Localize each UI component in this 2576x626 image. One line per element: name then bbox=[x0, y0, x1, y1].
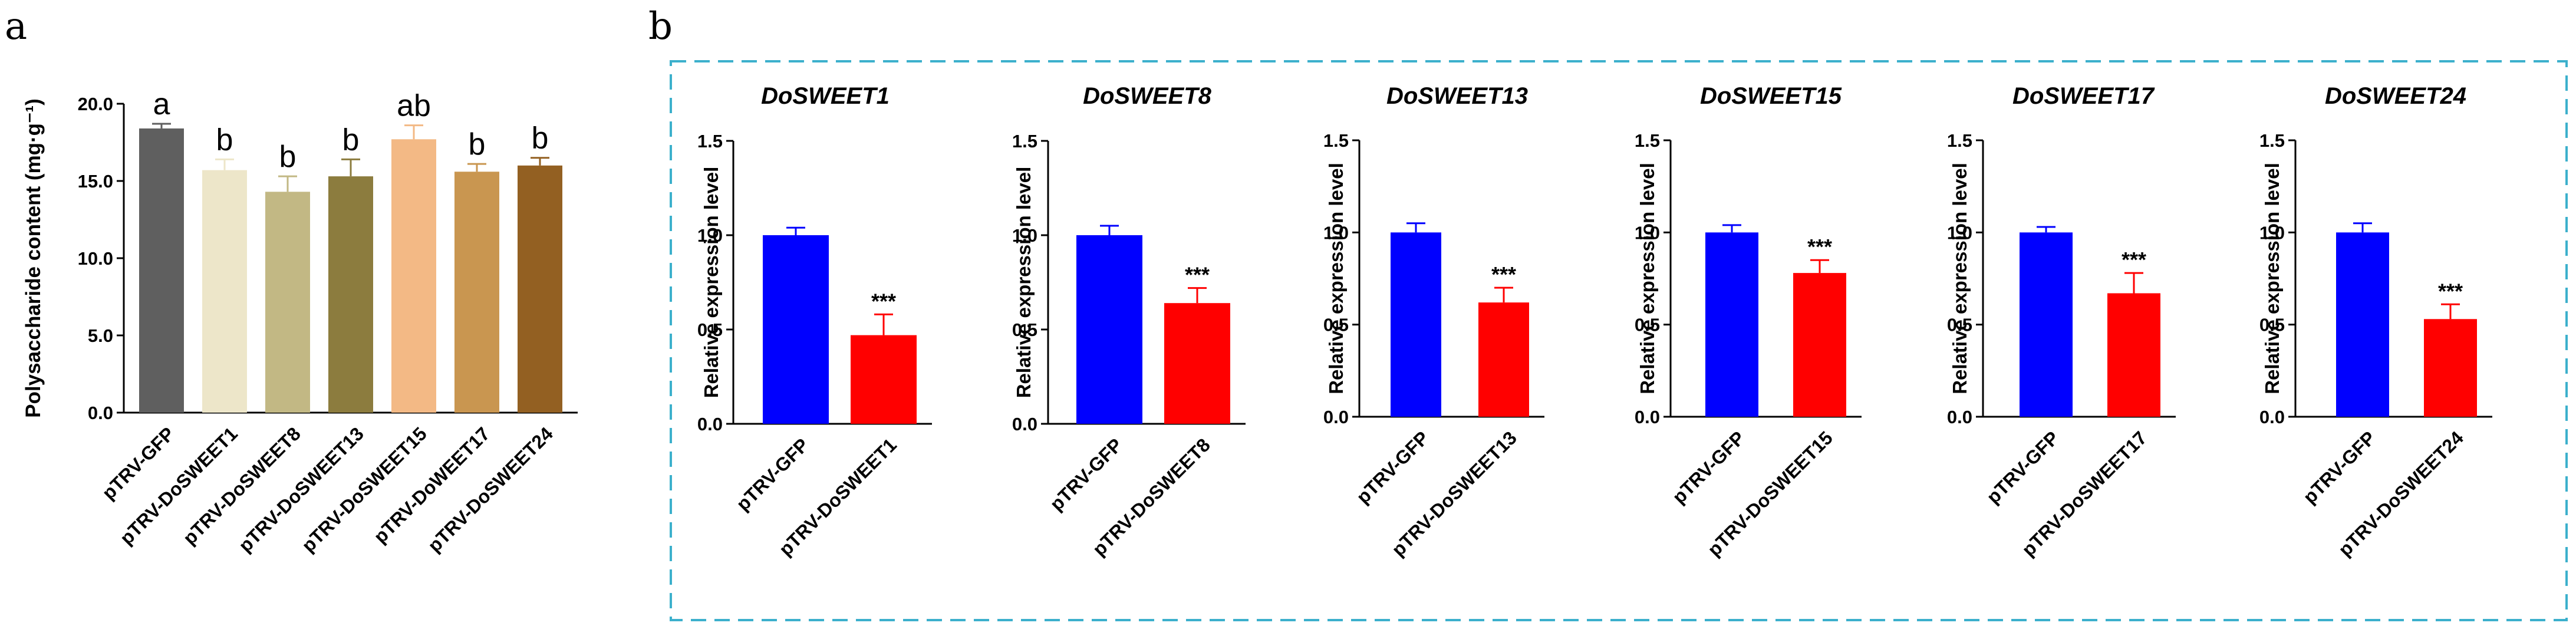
x-category-label: pTRV-DoSWEET15 bbox=[298, 423, 431, 556]
significance-letter: ab bbox=[397, 89, 431, 123]
bar bbox=[1164, 303, 1230, 424]
significance-stars: *** bbox=[1185, 263, 1210, 287]
significance-letter: b bbox=[216, 123, 233, 157]
significance-letter: a bbox=[153, 87, 170, 121]
bar bbox=[328, 176, 373, 413]
bar bbox=[1793, 273, 1846, 417]
x-category-label: pTRV-GFP bbox=[732, 434, 813, 515]
y-tick-label: 1.5 bbox=[1635, 130, 1660, 151]
x-category-label: pTRV-DoSWEET13 bbox=[235, 423, 368, 556]
x-category-label: pTRV-DoSWEET24 bbox=[424, 423, 557, 556]
significance-stars: *** bbox=[871, 289, 896, 313]
y-axis-title: Relative expression level bbox=[1325, 163, 1347, 394]
bar bbox=[2336, 232, 2389, 417]
bar bbox=[2020, 232, 2073, 417]
y-tick-label: 1.0 bbox=[1947, 222, 1972, 243]
y-tick-label: 1.5 bbox=[1947, 130, 1972, 151]
bar bbox=[518, 165, 562, 413]
y-tick-label: 0.0 bbox=[697, 414, 723, 434]
y-tick-label: 0.5 bbox=[2259, 315, 2285, 335]
bar bbox=[851, 335, 917, 424]
chart-title: DoSWEET8 bbox=[1083, 83, 1212, 109]
y-tick-label: 10.0 bbox=[78, 248, 113, 269]
x-category-label: pTRV-GFP bbox=[1352, 427, 1433, 508]
significance-stars: *** bbox=[1807, 235, 1832, 259]
bar bbox=[391, 139, 436, 413]
y-tick-label: 20.0 bbox=[78, 94, 113, 114]
panel-label-b: b bbox=[648, 5, 673, 48]
y-axis-title: Relative expression level bbox=[1013, 167, 1035, 398]
x-category-label: pTRV-GFP bbox=[1046, 434, 1126, 515]
x-category-label: pTRV-DoSWEET1 bbox=[116, 423, 242, 549]
significance-stars: *** bbox=[2122, 248, 2146, 272]
significance-stars: *** bbox=[1491, 262, 1516, 286]
y-tick-label: 0.5 bbox=[1635, 315, 1660, 335]
y-tick-label: 1.0 bbox=[1323, 222, 1349, 243]
x-category-label: pTRV-GFP bbox=[1982, 427, 2063, 508]
y-tick-label: 1.0 bbox=[1635, 222, 1660, 243]
y-tick-label: 0.5 bbox=[1323, 315, 1349, 335]
y-tick-label: 1.0 bbox=[1012, 225, 1037, 246]
y-tick-label: 0.5 bbox=[1947, 315, 1972, 335]
chart-title: DoSWEET15 bbox=[1700, 83, 1842, 109]
y-tick-label: 1.0 bbox=[697, 225, 723, 246]
y-axis-title: Relative expression level bbox=[700, 167, 722, 398]
y-axis-title: Relative expression level bbox=[2261, 163, 2283, 394]
bar bbox=[265, 192, 310, 413]
bar bbox=[2107, 293, 2160, 417]
y-axis-title: Relative expression level bbox=[1949, 163, 1971, 394]
significance-letter: b bbox=[469, 127, 486, 162]
bar bbox=[1478, 302, 1529, 417]
panel-label-a: a bbox=[5, 5, 27, 48]
y-tick-label: 1.5 bbox=[1012, 131, 1037, 151]
y-tick-label: 0.0 bbox=[1012, 414, 1037, 434]
bar bbox=[1076, 235, 1142, 424]
bar bbox=[454, 172, 499, 413]
y-tick-label: 1.0 bbox=[2259, 222, 2285, 243]
y-tick-label: 1.5 bbox=[2259, 130, 2285, 151]
y-tick-label: 0.0 bbox=[88, 403, 113, 423]
significance-letter: b bbox=[342, 123, 360, 157]
bar bbox=[1705, 232, 1758, 417]
y-tick-label: 0.0 bbox=[2259, 407, 2285, 427]
panel-b-frame bbox=[670, 60, 2568, 621]
significance-letter: b bbox=[532, 121, 549, 156]
bar bbox=[139, 128, 184, 413]
y-tick-label: 1.5 bbox=[697, 131, 723, 151]
y-tick-label: 0.0 bbox=[1635, 407, 1660, 427]
bar bbox=[763, 235, 829, 424]
x-category-label: pTRV-DoSWEET8 bbox=[179, 423, 305, 549]
y-tick-label: 0.0 bbox=[1947, 407, 1972, 427]
x-category-label: pTRV-GFP bbox=[1668, 427, 1749, 508]
y-tick-label: 0.5 bbox=[1012, 319, 1037, 340]
bar bbox=[2424, 319, 2477, 417]
chart-title: DoSWEET24 bbox=[2325, 83, 2466, 109]
y-axis-title: Polysaccharide content (mg·g⁻¹) bbox=[22, 98, 45, 418]
y-tick-label: 0.0 bbox=[1323, 407, 1349, 427]
chart-title: DoSWEET17 bbox=[2012, 83, 2155, 109]
y-tick-label: 0.5 bbox=[697, 319, 723, 340]
bar bbox=[1391, 232, 1441, 417]
chart-title: DoSWEET13 bbox=[1386, 83, 1528, 109]
y-tick-label: 15.0 bbox=[78, 171, 113, 192]
significance-stars: *** bbox=[2438, 279, 2463, 303]
bar bbox=[202, 170, 247, 413]
significance-letter: b bbox=[279, 140, 297, 174]
chart-title: DoSWEET1 bbox=[761, 83, 890, 109]
x-category-label: pTRV-GFP bbox=[2299, 427, 2380, 508]
x-category-label: pTRV-DoWEET17 bbox=[370, 423, 494, 547]
y-tick-label: 1.5 bbox=[1323, 130, 1349, 151]
y-tick-label: 5.0 bbox=[88, 325, 113, 346]
y-axis-title: Relative expression level bbox=[1636, 163, 1658, 394]
